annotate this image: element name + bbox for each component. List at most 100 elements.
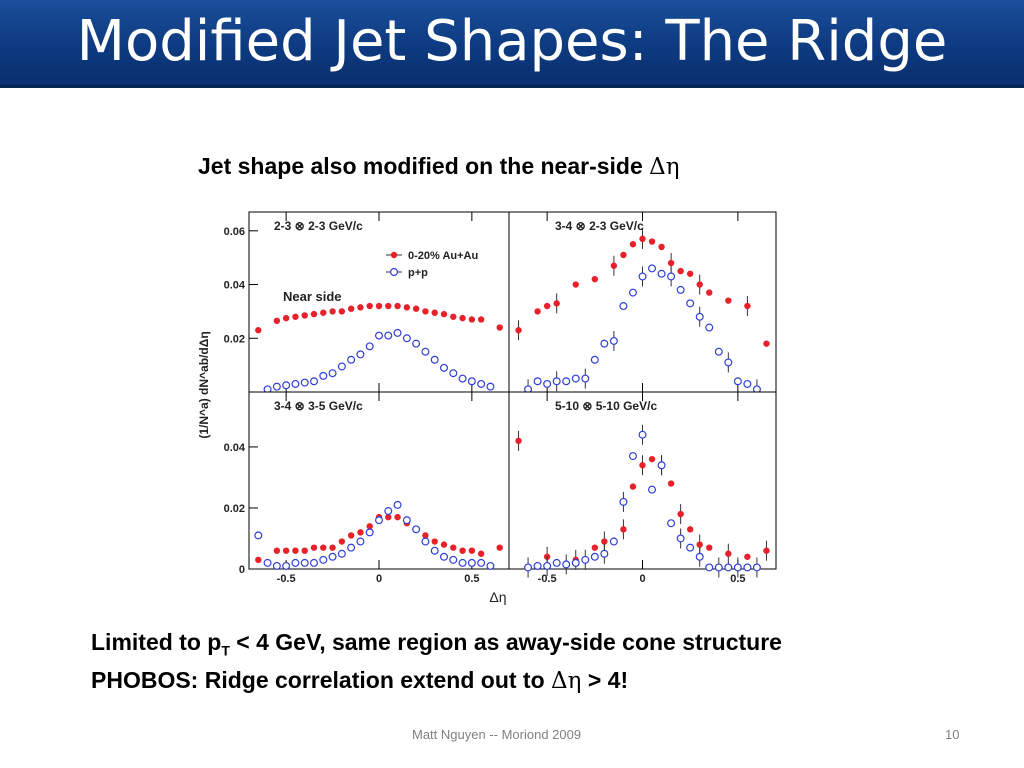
auau-point bbox=[553, 300, 560, 307]
auau-point bbox=[282, 314, 290, 322]
pp-point bbox=[590, 552, 599, 561]
pp-point bbox=[667, 519, 676, 528]
pp-point bbox=[440, 363, 449, 372]
subtitle-text: Jet shape also modified on the near-side bbox=[198, 153, 650, 179]
auau-point bbox=[725, 550, 732, 557]
pp-point bbox=[272, 382, 281, 391]
pp-point bbox=[347, 543, 356, 552]
auau-point bbox=[620, 526, 627, 533]
panel-label: 3-4 ⊗ 3-5 GeV/c bbox=[274, 399, 363, 413]
pp-point bbox=[384, 331, 393, 340]
auau-point bbox=[629, 483, 637, 490]
pp-point bbox=[384, 507, 393, 516]
pp-point bbox=[486, 382, 495, 391]
bullet1-subscript: T bbox=[221, 642, 230, 659]
auau-point bbox=[610, 262, 618, 269]
y-tick-label: 0.04 bbox=[224, 442, 246, 454]
pp-point bbox=[676, 285, 685, 294]
x-tick-label: 0 bbox=[639, 573, 645, 585]
auau-point bbox=[639, 462, 646, 469]
pp-point bbox=[581, 374, 590, 383]
auau-point bbox=[450, 313, 457, 320]
panel-frame bbox=[248, 211, 510, 393]
panel-frame bbox=[248, 391, 510, 570]
page-number: 10 bbox=[945, 727, 960, 742]
y-tick-label: 0.04 bbox=[224, 280, 246, 292]
pp-point bbox=[309, 558, 318, 567]
pp-point bbox=[393, 500, 402, 509]
pp-point bbox=[714, 347, 723, 356]
x-tick-label: 0.5 bbox=[464, 573, 479, 585]
pp-point bbox=[724, 563, 733, 572]
pp-point bbox=[657, 461, 666, 470]
auau-point bbox=[658, 243, 665, 251]
pp-point bbox=[282, 381, 291, 390]
auau-point bbox=[366, 523, 373, 530]
pp-point bbox=[347, 355, 356, 364]
pp-point bbox=[552, 558, 561, 567]
auau-point bbox=[515, 327, 522, 334]
pp-point bbox=[628, 288, 637, 297]
auau-point bbox=[601, 538, 608, 545]
pp-point bbox=[458, 558, 467, 567]
pp-point bbox=[477, 558, 486, 567]
pp-point bbox=[600, 339, 609, 348]
pp-point bbox=[628, 452, 637, 461]
pp-point bbox=[393, 328, 402, 337]
auau-point bbox=[403, 304, 411, 311]
pp-point bbox=[375, 331, 384, 340]
pp-point bbox=[686, 299, 695, 308]
auau-point bbox=[394, 302, 401, 310]
pp-point bbox=[733, 563, 742, 572]
auau-point bbox=[412, 305, 420, 312]
pp-point bbox=[619, 497, 628, 506]
pp-point bbox=[467, 558, 476, 567]
auau-point bbox=[422, 308, 429, 315]
pp-point bbox=[272, 561, 281, 570]
pp-point bbox=[695, 552, 704, 561]
pp-point bbox=[254, 531, 263, 540]
bullet2-delta-eta: Δη bbox=[551, 668, 582, 694]
auau-point bbox=[310, 544, 318, 551]
pp-point bbox=[609, 537, 618, 546]
auau-point bbox=[301, 312, 308, 319]
pp-point bbox=[724, 358, 733, 367]
x-tick-label: 0 bbox=[376, 573, 382, 585]
bullet-limited-pt: Limited to pT < 4 GeV, same region as aw… bbox=[91, 629, 782, 659]
pp-point bbox=[449, 555, 458, 564]
auau-point bbox=[515, 437, 522, 445]
pp-point bbox=[430, 546, 439, 555]
auau-point bbox=[431, 538, 438, 545]
auau-point bbox=[744, 302, 751, 310]
auau-point bbox=[534, 308, 541, 315]
auau-point bbox=[255, 556, 262, 564]
pp-point bbox=[705, 563, 714, 572]
auau-point bbox=[292, 313, 299, 320]
pp-point bbox=[319, 555, 328, 564]
pp-point bbox=[486, 561, 495, 570]
pp-point bbox=[365, 528, 374, 537]
auau-point bbox=[329, 544, 336, 551]
legend-auau-marker bbox=[390, 251, 398, 259]
pp-point bbox=[291, 558, 300, 567]
auau-point bbox=[763, 547, 770, 554]
auau-point bbox=[477, 316, 485, 323]
pp-point bbox=[524, 563, 533, 572]
pp-point bbox=[309, 377, 318, 386]
auau-point bbox=[282, 547, 290, 554]
auau-point bbox=[744, 553, 751, 560]
auau-point bbox=[347, 305, 355, 312]
x-tick-label: -0.5 bbox=[277, 573, 296, 585]
panel-1 bbox=[248, 211, 510, 394]
panel-label: 3-4 ⊗ 2-3 GeV/c bbox=[555, 219, 644, 233]
bullet1-post: < 4 GeV, same region as away-side cone s… bbox=[229, 629, 782, 655]
pp-point bbox=[440, 552, 449, 561]
pp-point bbox=[600, 549, 609, 558]
auau-point bbox=[459, 547, 466, 554]
auau-point bbox=[543, 302, 551, 310]
legend bbox=[386, 251, 402, 276]
auau-point bbox=[572, 281, 579, 288]
auau-point bbox=[725, 297, 732, 304]
pp-point bbox=[356, 350, 365, 359]
near-side-label: Near side bbox=[283, 289, 342, 304]
